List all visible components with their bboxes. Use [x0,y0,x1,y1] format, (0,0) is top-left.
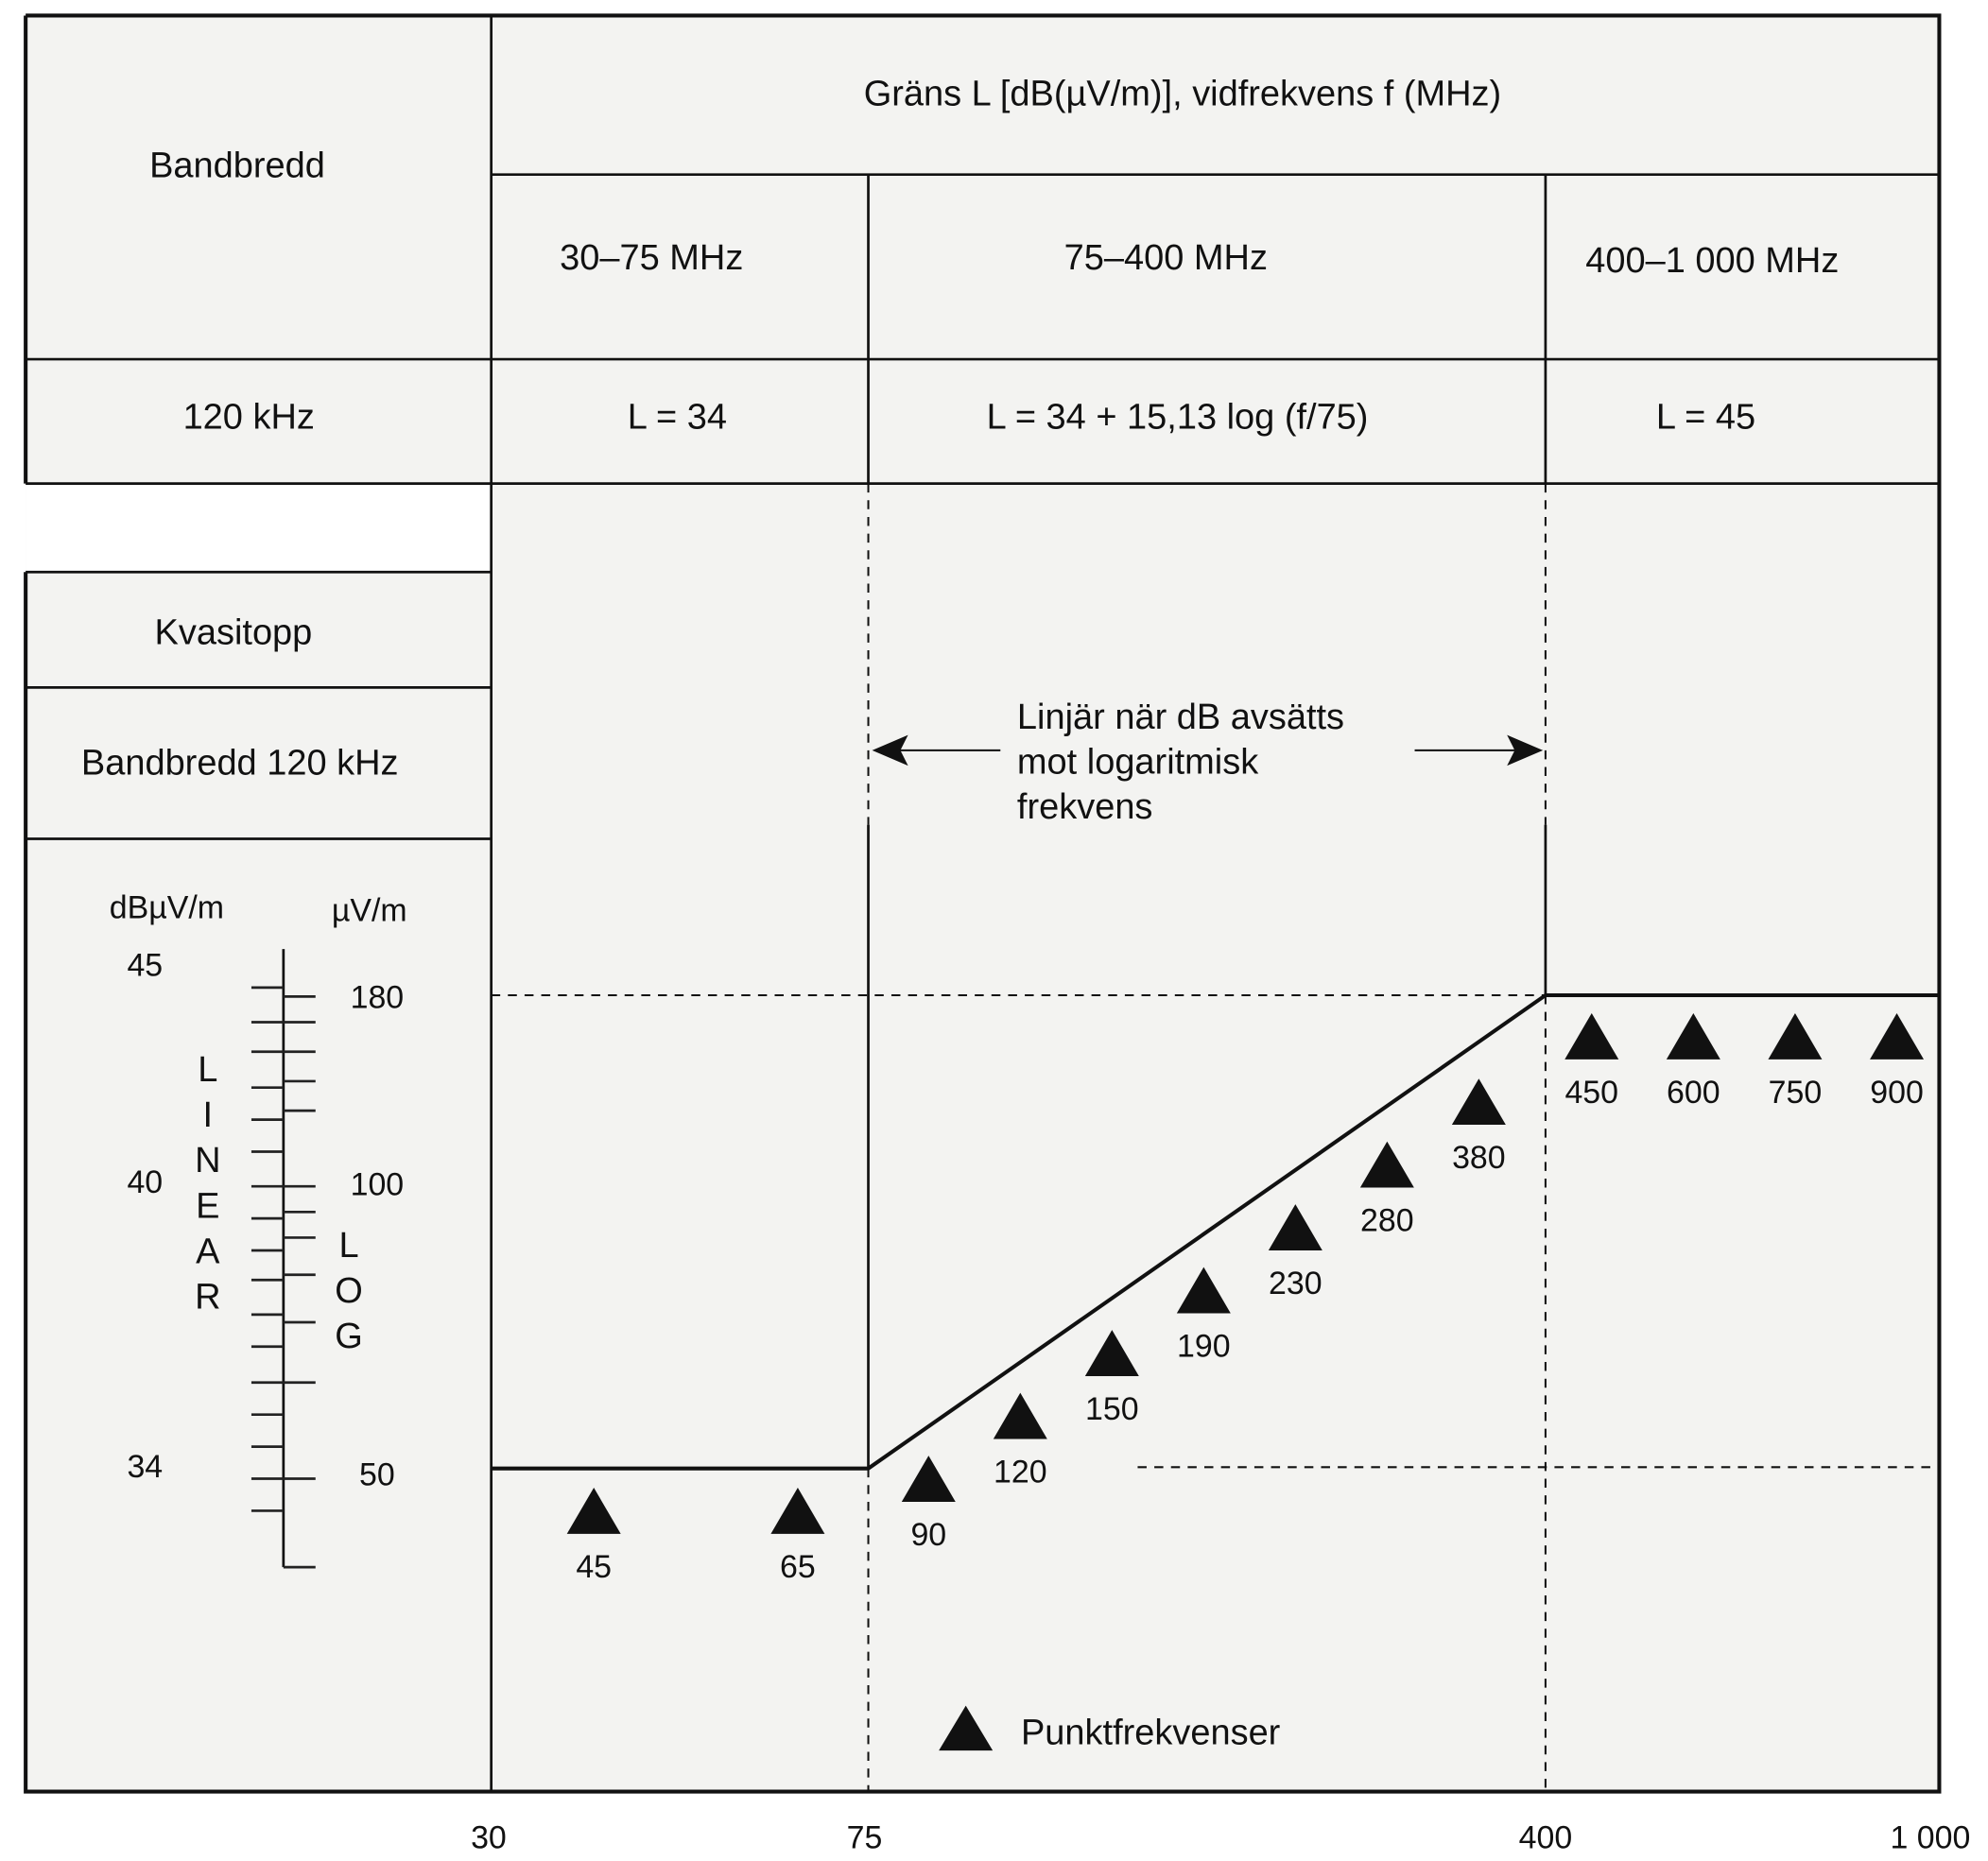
point-frequency-label: 280 [1360,1203,1414,1239]
formula-3: L = 45 [1656,397,1755,437]
db-tick-45: 45 [127,948,163,984]
annotation-line-1: Linjär när dB avsätts [1017,698,1344,737]
triangle-marker-icon [1666,1013,1720,1060]
triangle-marker-icon [1768,1013,1823,1060]
triangle-marker-icon [1359,1141,1414,1188]
triangle-marker-icon [1451,1078,1506,1126]
linear-letter: N [195,1141,220,1180]
point-frequency-label: 230 [1269,1266,1322,1301]
point-frequency-label: 90 [910,1517,946,1553]
linear-letter: E [196,1186,219,1226]
uv-tick-180: 180 [351,980,405,1016]
x-tick-1000: 1 000 [1891,1819,1971,1855]
triangle-marker-icon [1870,1013,1925,1060]
point-frequency-label: 120 [994,1455,1047,1491]
point-frequency-label: 45 [576,1549,612,1585]
log-letter: L [338,1226,358,1266]
range-3: 400–1 000 MHz [1585,241,1839,281]
gap [26,483,492,573]
point-frequency-label: 450 [1564,1075,1618,1111]
uv-tick-100: 100 [351,1167,405,1203]
legend-label: Punktfrekvenser [1021,1713,1281,1752]
legend-triangle-icon [939,1705,994,1751]
linear-letter: I [203,1095,214,1135]
log-letter: G [335,1317,363,1356]
x-tick-400: 400 [1519,1819,1573,1855]
formula-2: L = 34 + 15,13 log (f/75) [987,397,1369,437]
bandwidth-value: 120 kHz [183,397,315,437]
point-frequency-label: 150 [1085,1391,1139,1427]
annotation-line-2: mot logaritmisk [1017,742,1259,782]
triangle-marker-icon [1084,1330,1139,1376]
triangle-marker-icon [770,1488,825,1534]
triangle-marker-icon [566,1488,621,1534]
x-tick-30: 30 [471,1819,507,1855]
db-tick-34: 34 [127,1449,163,1485]
triangle-marker-icon [993,1392,1047,1439]
linear-letter: L [198,1050,217,1090]
unit-uv: µV/m [332,892,407,928]
log-letter: O [335,1271,363,1311]
range-1: 30–75 MHz [560,238,743,278]
bandwidth-header: Bandbredd [149,146,325,185]
range-2: 75–400 MHz [1064,238,1268,278]
triangle-marker-icon [1268,1204,1322,1251]
point-frequency-label: 900 [1870,1075,1924,1111]
arrow-right-icon [1507,734,1544,767]
linear-letter: R [195,1278,220,1318]
point-frequency-label: 190 [1177,1329,1231,1365]
limit-line [491,992,1940,1471]
x-tick-75: 75 [847,1819,883,1855]
linear-letter: A [196,1232,220,1272]
annotation-line-3: frekvens [1017,787,1153,827]
limit-title: Gräns L [dB(µV/m)], vidfrekvens f (MHz) [864,74,1502,113]
point-frequency-label: 750 [1769,1075,1823,1111]
triangle-marker-icon [1176,1267,1231,1314]
triangle-marker-icon [1564,1013,1619,1060]
triangle-marker-icon [901,1456,956,1502]
detector-label: Kvasitopp [155,612,313,652]
formula-1: L = 34 [628,397,727,437]
left-bandwidth-label: Bandbredd 120 kHz [81,744,399,784]
point-frequencies: 45 65 90 120 150 190 230 280 380 450 600 750 900 [566,1013,1925,1585]
arrow-left-icon [872,734,908,767]
db-tick-40: 40 [127,1164,163,1200]
point-frequency-label: 380 [1452,1140,1506,1176]
point-frequency-label: 65 [780,1549,816,1585]
point-frequency-label: 600 [1667,1075,1720,1111]
unit-db: dBµV/m [110,890,224,926]
uv-tick-50: 50 [359,1456,395,1492]
